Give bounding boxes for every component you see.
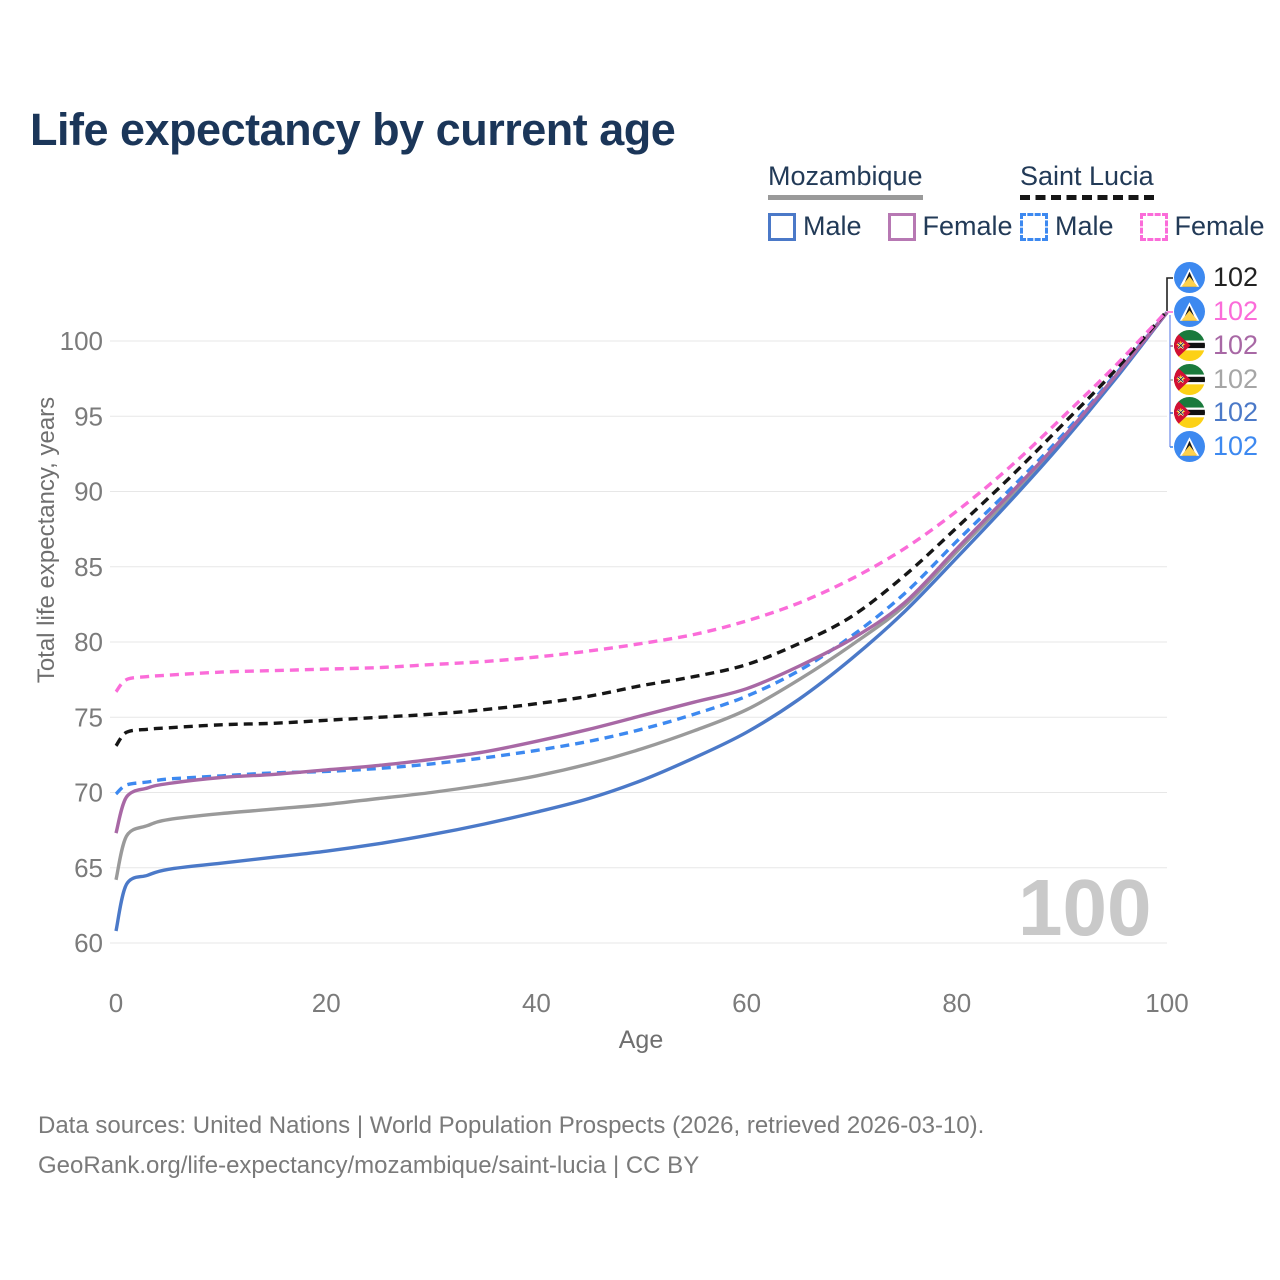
page-title: Life expectancy by current age (30, 104, 676, 155)
series-line-saint-lucia-all[interactable] (114, 309, 1169, 747)
y-tick-label-100: 100 (60, 326, 103, 356)
y-tick-label-70: 70 (74, 778, 103, 808)
leader-saint-lucia-all (1166, 277, 1173, 311)
series-line-saint-lucia-male[interactable] (114, 311, 1169, 796)
x-tick-label-100: 100 (1145, 988, 1188, 1018)
legend-item-mozambique-male[interactable]: Male (768, 211, 862, 242)
mozambique-flag-icon (1174, 330, 1205, 361)
end-value: 102 (1213, 296, 1259, 326)
saint-lucia-flag-icon (1174, 431, 1205, 462)
end-label-mozambique-all: 102 (1174, 364, 1258, 395)
x-tick-label-0: 0 (109, 988, 123, 1018)
saint-lucia-female-swatch-icon (1139, 212, 1168, 241)
data-sources-line: Data sources: United Nations | World Pop… (38, 1112, 985, 1139)
end-value: 102 (1213, 330, 1259, 360)
x-tick-label-20: 20 (312, 988, 341, 1018)
end-label-mozambique-male: 102 (1174, 397, 1258, 428)
legend-item-label: Female (1174, 211, 1265, 241)
series-line-mozambique-female[interactable] (114, 311, 1169, 834)
end-value: 102 (1213, 364, 1259, 394)
end-value: 102 (1213, 262, 1259, 292)
y-tick-label-90: 90 (74, 477, 103, 507)
x-tick-label-80: 80 (942, 988, 971, 1018)
y-tick-label-85: 85 (74, 552, 103, 582)
y-tick-label-80: 80 (74, 627, 103, 657)
legend-item-label: Male (1055, 211, 1114, 241)
end-label-saint-lucia-all: 102 (1174, 262, 1258, 293)
end-label-mozambique-female: 102 (1174, 330, 1258, 361)
x-tick-label-40: 40 (522, 988, 551, 1018)
legend-group-mozambique: Mozambique Male Female (768, 161, 1039, 242)
mozambique-flag-icon (1174, 397, 1205, 428)
x-tick-label-60: 60 (732, 988, 761, 1018)
end-value: 102 (1213, 431, 1259, 461)
footer: Data sources: United Nations | World Pop… (38, 1106, 984, 1186)
legend-item-label: Male (803, 211, 862, 241)
y-axis-title: Total life expectancy, years (33, 396, 60, 684)
y-tick-label-65: 65 (74, 853, 103, 883)
legend-item-mozambique-female[interactable]: Female (887, 211, 1013, 242)
end-label-saint-lucia-female: 102 (1174, 296, 1258, 327)
series-line-saint-lucia-female[interactable] (114, 309, 1169, 693)
legend-item-label: Female (922, 211, 1013, 241)
age-counter-watermark: 100 (1018, 863, 1152, 952)
saint-lucia-male-swatch-icon (1020, 212, 1048, 241)
end-label-saint-lucia-male: 102 (1174, 431, 1258, 462)
series-line-mozambique-all[interactable] (114, 311, 1169, 881)
legend-item-saint-lucia-female[interactable]: Female (1139, 211, 1265, 242)
legend-group-saint-lucia: Saint Lucia Male Female (1020, 161, 1280, 242)
legend-item-saint-lucia-male[interactable]: Male (1020, 211, 1114, 242)
y-tick-label-60: 60 (74, 928, 103, 958)
mozambique-flag-icon (1174, 364, 1205, 395)
mozambique-female-swatch-icon (887, 212, 916, 241)
mozambique-male-swatch-icon (768, 212, 796, 241)
saint-lucia-flag-icon (1174, 262, 1205, 293)
y-tick-label-75: 75 (74, 702, 103, 732)
x-axis-title: Age (618, 1026, 664, 1054)
legend-group-title-saint-lucia: Saint Lucia (1020, 161, 1154, 200)
saint-lucia-flag-icon (1174, 296, 1205, 327)
end-value: 102 (1213, 397, 1259, 427)
y-tick-label-95: 95 (74, 401, 103, 431)
series-line-mozambique-male[interactable] (114, 311, 1169, 932)
source-url-line: GeoRank.org/life-expectancy/mozambique/s… (38, 1152, 700, 1179)
legend-group-title-mozambique: Mozambique (768, 161, 923, 200)
